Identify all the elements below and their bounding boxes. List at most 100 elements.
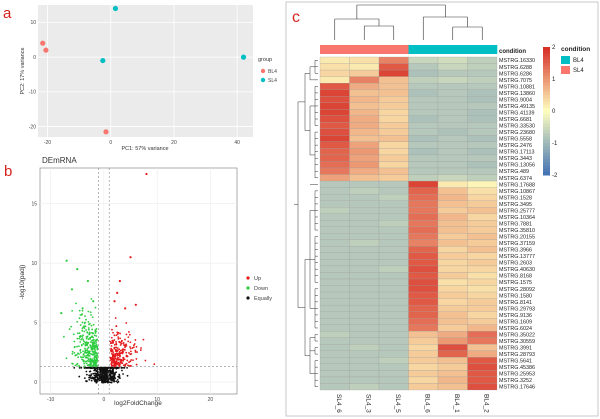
heatmap-row-label: MSTRG.28793 (499, 352, 535, 358)
volcano-point-equally (97, 366, 100, 369)
volcano-point-down (96, 347, 99, 349)
volcano-point-up (144, 359, 147, 362)
volcano-point-down (90, 361, 93, 364)
heatmap-cell (378, 298, 409, 306)
heatmap-cell (378, 96, 409, 103)
heatmap-cell (319, 187, 350, 195)
volcano-point-down (76, 345, 78, 348)
volcano-point-up (115, 334, 118, 337)
heatmap-cell (349, 272, 380, 280)
heatmap-column-label: BL4_1 (453, 394, 460, 413)
volcano-point-down (90, 324, 93, 327)
pca-legend-title: group (258, 57, 272, 63)
colorbar-segment (543, 123, 550, 128)
heatmap-cell (408, 298, 439, 306)
heatmap-cell (319, 96, 350, 103)
heatmap-cell (467, 141, 498, 149)
heatmap-row-label: MSTRG.5641 (499, 359, 532, 365)
heatmap-cell (378, 63, 409, 71)
heatmap-cell (408, 180, 439, 188)
heatmap-cell (349, 167, 380, 175)
condition-legend-sl4-swatch (561, 66, 570, 74)
volcano-point-down (87, 346, 90, 349)
volcano-point-down (80, 338, 83, 341)
heatmap-cell (467, 344, 498, 351)
volcano-point-up (121, 359, 124, 362)
volcano-point-down (81, 321, 84, 324)
heatmap-cell (437, 200, 468, 208)
heatmap-cell (378, 56, 409, 64)
pca-plot: -20 0 20 40 -20 -10 0 10 PC1: 57% variance PC2:… (20, 5, 277, 152)
volcano-point-down (79, 324, 82, 326)
volcano-point-equally (93, 366, 96, 369)
heatmap-cell (349, 239, 380, 247)
volcano-point-equally (106, 376, 109, 379)
heatmap-row-label: MSTRG.17688 (499, 182, 535, 188)
volcano-point-down (72, 333, 75, 336)
volcano-point-down (92, 359, 94, 362)
volcano-point-equally (106, 367, 109, 370)
heatmap-cell (437, 304, 468, 312)
volcano-point-down (79, 341, 82, 343)
heatmap-cell (408, 344, 439, 351)
volcano-x-tick-label: 0 (103, 397, 106, 403)
volcano-point-down (95, 328, 98, 330)
heatmap-cell (437, 148, 468, 156)
volcano-point-up (117, 338, 120, 340)
heatmap-cell (378, 383, 409, 391)
volcano-point-up (129, 346, 131, 348)
volcano-point-up (111, 358, 114, 361)
heatmap-cell (408, 350, 439, 358)
volcano-point-equally (107, 377, 110, 380)
heatmap-cell (319, 82, 350, 90)
heatmap-cell (467, 148, 498, 156)
volcano-point-cloud (60, 172, 156, 384)
heatmap-cell (319, 337, 350, 345)
volcano-point-down (79, 336, 82, 338)
volcano-point-equally (88, 378, 91, 381)
colorbar-segment (543, 50, 550, 54)
volcano-point-down (82, 339, 85, 341)
colorbar-segment (543, 146, 550, 150)
volcano-point-up (113, 339, 116, 341)
volcano-point-up (110, 362, 113, 365)
volcano-point-equally (88, 366, 91, 369)
condition-cell-sl4 (349, 45, 380, 54)
colorbar-segment (543, 66, 550, 70)
volcano-point-up (117, 331, 120, 334)
volcano-point-down (82, 350, 84, 353)
colorbar-tick-label: 2 (552, 45, 556, 51)
volcano-point-equally (73, 366, 76, 369)
volcano-point-up (119, 360, 122, 363)
condition-legend-title: condition (561, 46, 590, 53)
volcano-point-equally (101, 381, 104, 384)
heatmap-row-label: MSTRG.13777 (499, 254, 535, 260)
volcano-point-down (62, 335, 65, 338)
volcano-point-down (96, 356, 98, 359)
colorbar-segment (543, 53, 550, 58)
volcano-point-down (89, 344, 92, 347)
heatmap-cell (467, 318, 498, 325)
colorbar-segment (543, 165, 550, 170)
heatmap-cell (349, 220, 380, 227)
heatmap-cell (467, 383, 498, 391)
heatmap-cell (467, 109, 498, 116)
heatmap-cell (408, 357, 439, 365)
volcano-point-down (76, 337, 79, 340)
volcano-point-down (95, 343, 98, 346)
volcano-point-down (73, 346, 76, 349)
heatmap-cell (408, 383, 439, 391)
heatmap-cell (378, 187, 409, 195)
colorbar-segment (543, 69, 550, 74)
volcano-legend-equally-swatch (246, 296, 250, 300)
heatmap-cell (319, 154, 350, 162)
heatmap-cell (349, 63, 380, 71)
volcano-point-down (85, 356, 88, 359)
heatmap-cell (349, 96, 380, 103)
volcano-point-down (96, 345, 99, 348)
heatmap-cell (349, 291, 380, 299)
volcano-point-down (88, 355, 91, 357)
volcano-point-down (84, 347, 86, 350)
volcano-point-down (78, 364, 80, 367)
volcano-threshold-lines (40, 168, 237, 394)
